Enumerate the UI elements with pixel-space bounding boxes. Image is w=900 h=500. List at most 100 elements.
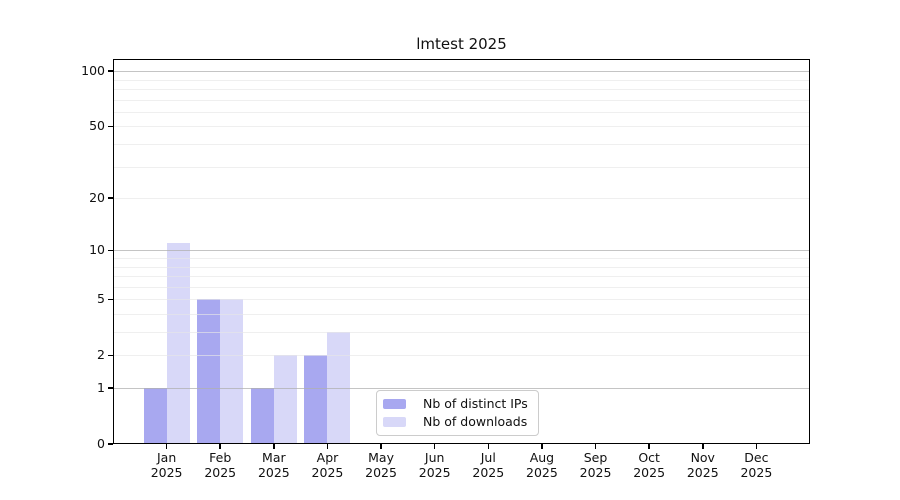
x-month-label: Dec [744, 450, 769, 465]
y-tick-label: 50 [89, 118, 105, 134]
y-tick-mark [108, 298, 113, 300]
bar-nb-of-distinct-ips-apr [304, 355, 328, 444]
x-tick-mark [380, 444, 382, 449]
x-year-label: 2025 [526, 465, 558, 480]
minor-gridline [113, 332, 810, 334]
minor-gridline [113, 276, 810, 278]
x-tick-mark [273, 444, 275, 449]
x-month-label: Nov [690, 450, 715, 465]
minor-gridline [113, 79, 810, 81]
x-year-label: 2025 [418, 465, 451, 480]
y-tick-label: 5 [97, 291, 105, 307]
y-tick-mark [108, 249, 113, 252]
x-tick-label: Aug 2025 [502, 450, 582, 480]
x-year-label: 2025 [311, 465, 344, 480]
y-tick-label: 2 [97, 347, 105, 363]
bar-nb-of-distinct-ips-feb [197, 299, 221, 444]
x-year-label: 2025 [740, 465, 773, 480]
y-tick-mark [108, 70, 113, 72]
legend: Nb of distinct IPs Nb of downloads [376, 390, 539, 436]
plot-area: Nb of distinct IPs Nb of downloads [113, 59, 810, 444]
x-month-label: Apr [316, 450, 339, 465]
bar-nb-of-downloads-jan [166, 243, 190, 444]
x-tick-mark [433, 444, 436, 449]
x-tick-label: Feb 2025 [180, 450, 260, 480]
x-tick-mark [165, 444, 168, 449]
legend-label: Nb of distinct IPs [423, 396, 528, 411]
y-tick-mark [108, 354, 113, 356]
legend-entry-distinct-ips: Nb of distinct IPs [383, 397, 528, 411]
y-tick-label: 20 [89, 190, 105, 206]
x-tick-label: Dec 2025 [716, 450, 796, 480]
y-tick-mark [108, 125, 113, 128]
minor-gridline [113, 99, 810, 101]
x-month-label: Feb [209, 450, 232, 465]
y-tick-mark [108, 197, 113, 199]
major-gridline [113, 388, 810, 389]
x-year-label: 2025 [579, 465, 612, 480]
x-month-label: Sep [583, 450, 608, 465]
x-month-label: Mar [262, 450, 286, 465]
legend-label: Nb of downloads [423, 414, 528, 429]
y-tick-label: 1 [97, 380, 105, 395]
x-tick-label: Jul 2025 [448, 450, 528, 480]
x-month-label: Jun [424, 450, 445, 465]
minor-gridline [113, 286, 810, 288]
x-tick-mark [594, 444, 597, 449]
minor-gridline [113, 144, 810, 146]
y-tick-label: 100 [81, 63, 105, 79]
y-tick-mark [108, 443, 113, 445]
x-tick-label: Oct 2025 [609, 450, 689, 480]
minor-gridline [113, 126, 810, 128]
x-tick-label: Apr 2025 [287, 450, 367, 480]
x-year-label: 2025 [150, 465, 183, 480]
chart-title: lmtest 2025 [416, 35, 507, 53]
minor-gridline [113, 198, 810, 200]
x-year-label: 2025 [365, 465, 397, 480]
x-month-label: Jul [480, 450, 496, 465]
x-tick-mark [755, 444, 758, 449]
minor-gridline [113, 258, 810, 259]
x-tick-mark [487, 444, 490, 449]
minor-gridline [113, 166, 810, 168]
x-tick-mark [648, 444, 650, 449]
major-gridline [113, 71, 810, 73]
x-month-label: Aug [529, 450, 555, 465]
x-tick-label: May 2025 [341, 450, 421, 480]
bar-nb-of-distinct-ips-mar [250, 388, 274, 444]
x-year-label: 2025 [633, 465, 666, 480]
x-month-label: May [368, 450, 394, 465]
minor-gridline [113, 266, 810, 268]
x-tick-mark [702, 444, 704, 449]
y-tick-label: 0 [97, 436, 105, 451]
minor-gridline [113, 89, 810, 91]
x-year-label: 2025 [257, 465, 290, 480]
bar-nb-of-distinct-ips-jan [143, 388, 167, 444]
x-year-label: 2025 [686, 465, 719, 480]
y-tick-label: 10 [89, 242, 105, 258]
minor-gridline [113, 111, 810, 113]
x-tick-label: Nov 2025 [663, 450, 743, 480]
bar-nb-of-downloads-feb [220, 299, 244, 444]
x-tick-label: Jun 2025 [395, 450, 475, 480]
x-year-label: 2025 [204, 465, 237, 480]
x-tick-mark [541, 444, 543, 449]
x-month-label: Jan [156, 450, 177, 465]
major-gridline [113, 250, 810, 252]
minor-gridline [113, 355, 810, 357]
x-tick-mark [326, 444, 329, 449]
x-tick-label: Sep 2025 [556, 450, 636, 480]
x-tick-label: Mar 2025 [234, 450, 314, 480]
minor-gridline [113, 313, 810, 315]
x-year-label: 2025 [472, 465, 505, 480]
legend-entry-downloads: Nb of downloads [383, 415, 528, 429]
bar-nb-of-downloads-mar [273, 355, 297, 444]
x-tick-label: Jan 2025 [127, 450, 207, 480]
x-month-label: Oct [638, 450, 660, 465]
x-tick-mark [219, 444, 221, 449]
legend-swatch-downloads [383, 417, 406, 427]
minor-gridline [113, 299, 810, 301]
y-tick-mark [108, 387, 113, 389]
legend-swatch-distinct-ips [383, 399, 406, 409]
